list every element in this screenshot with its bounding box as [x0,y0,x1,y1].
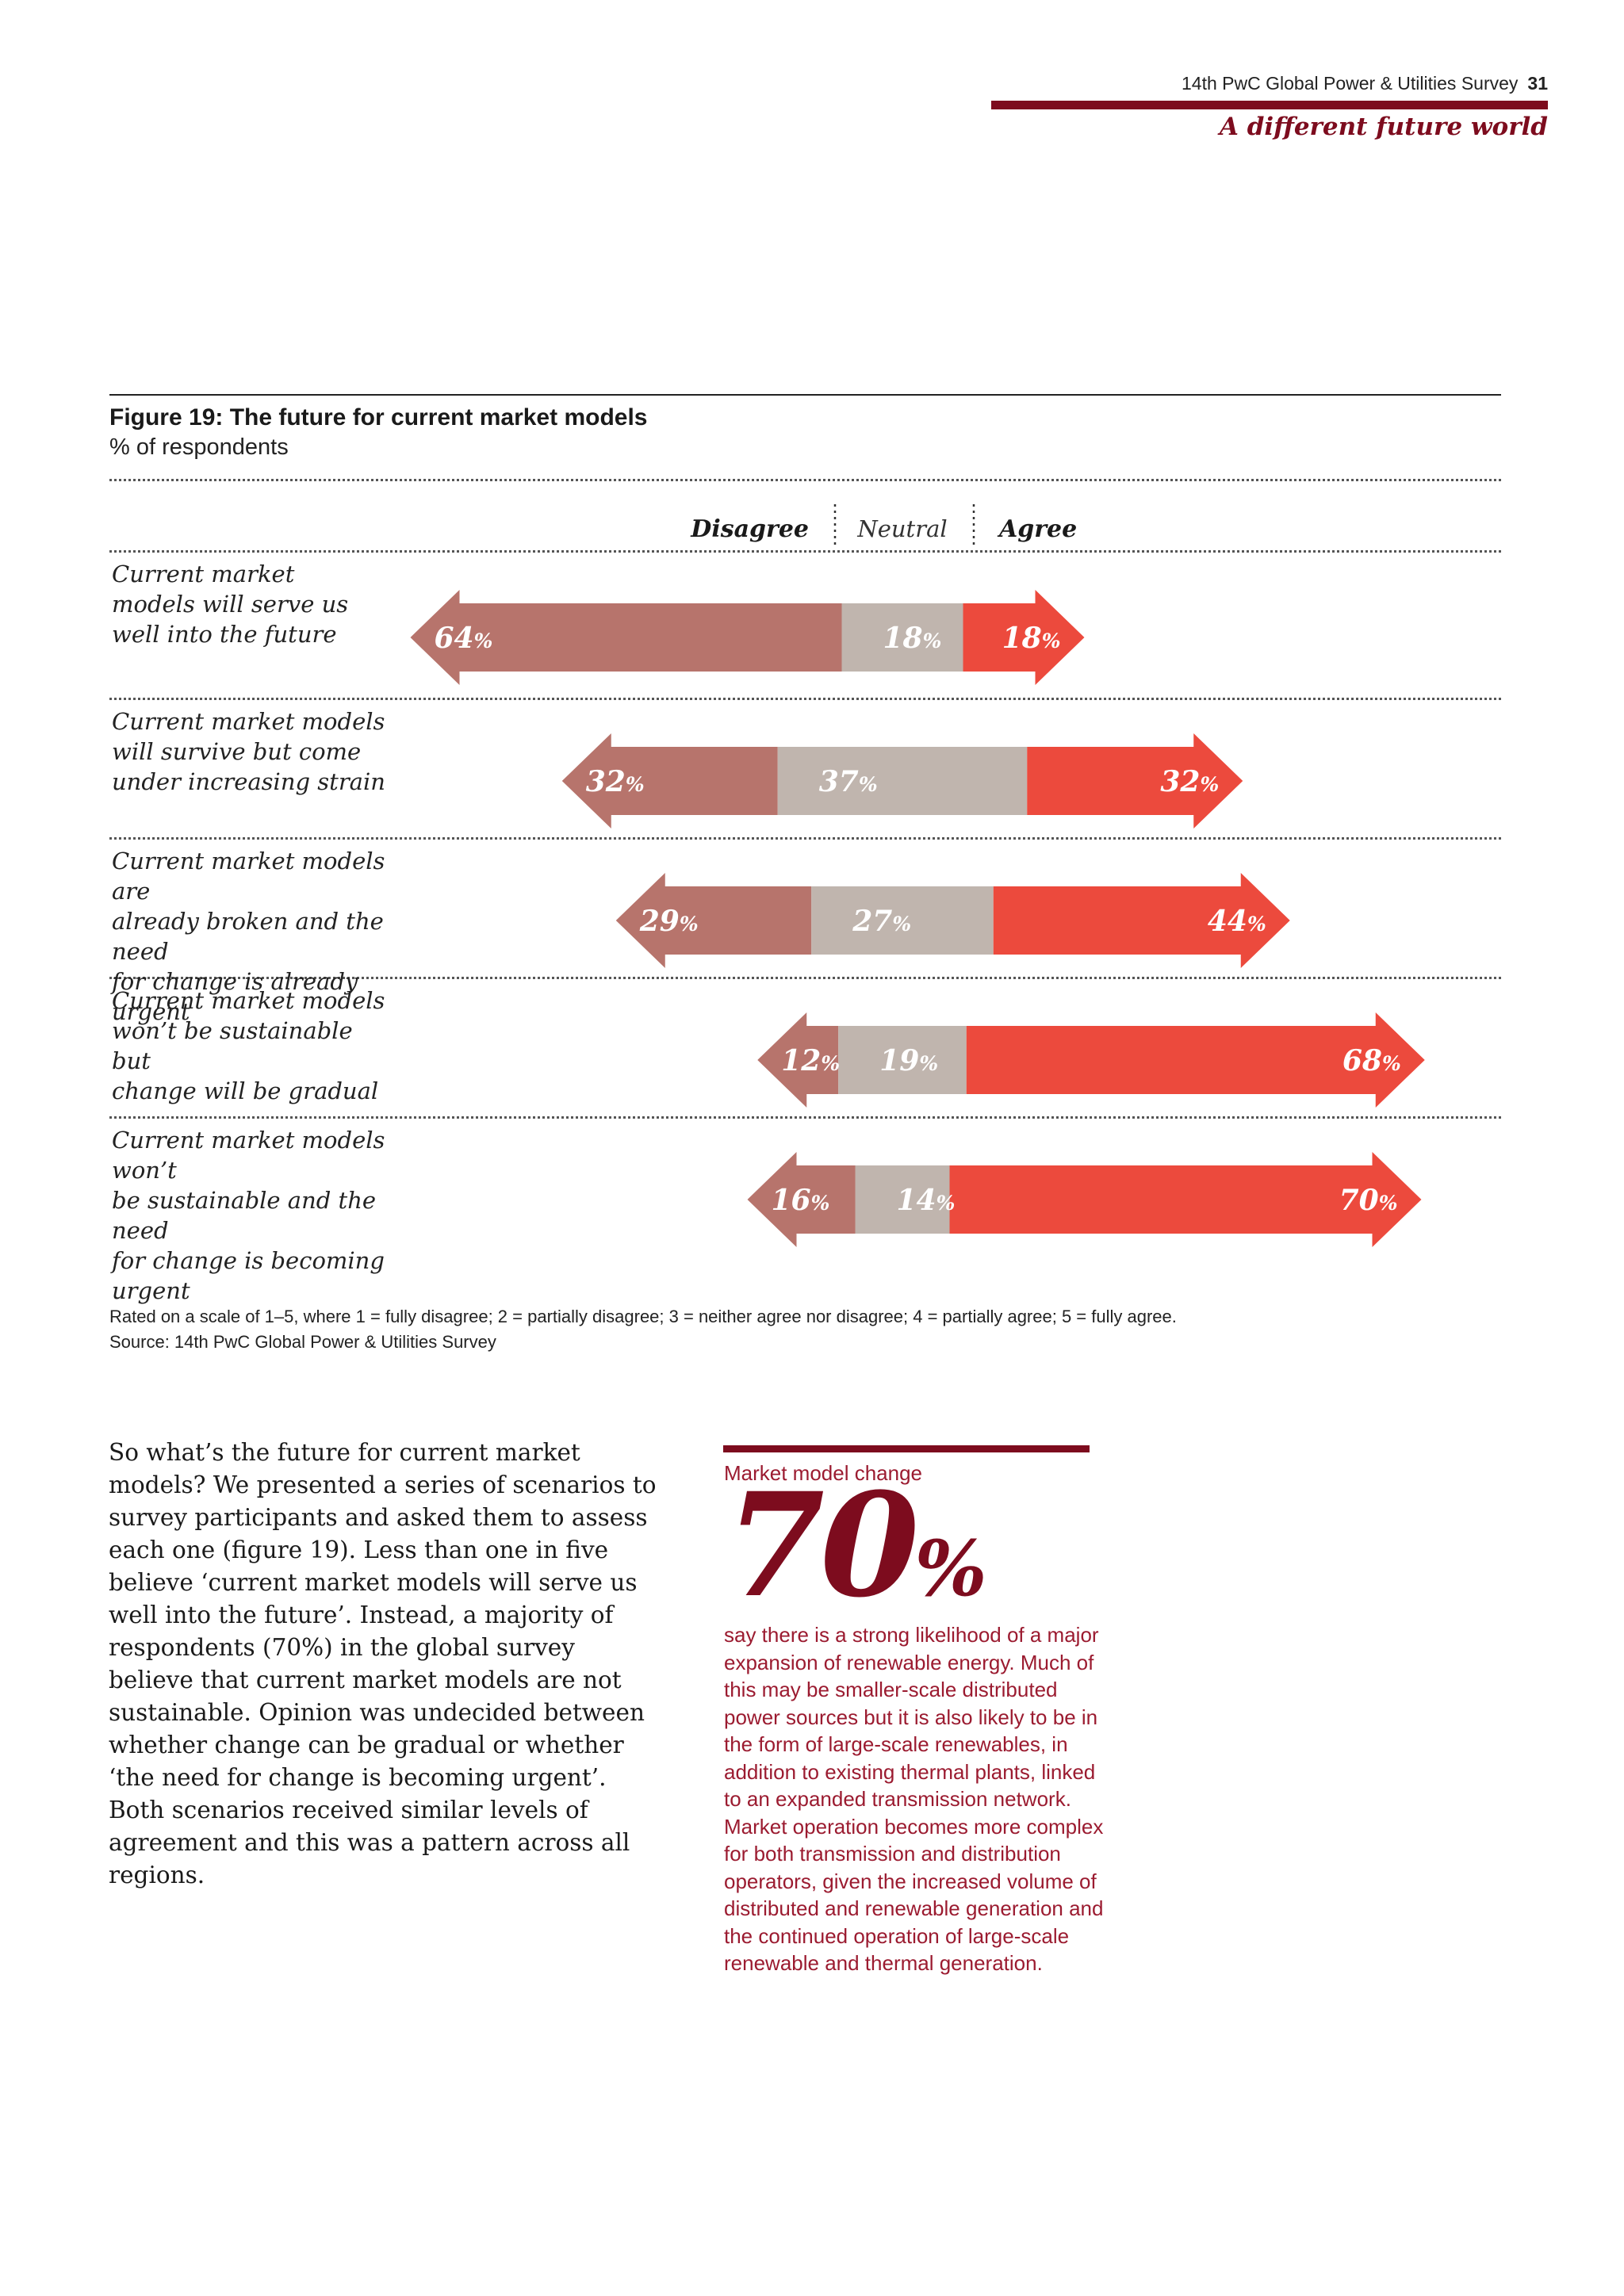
row-label-line: change will be gradual [112,1077,379,1104]
row-label-line: models will serve us [112,591,349,618]
row-label-line: will survive but come [112,738,362,765]
callout-label: Market model change [724,1461,923,1485]
legend-neutral: Neutral [856,515,947,542]
survey-name: 14th PwC Global Power & Utilities Survey [1182,73,1519,94]
bar-neutral [841,603,963,672]
legend-disagree: Disagree [690,515,809,543]
row-label-line: Current market [112,561,295,587]
label-agree: 32% [1160,765,1219,798]
row-label-line: Current market models [112,987,385,1014]
figure-title: Figure 19: The future for current market… [109,404,648,430]
bar-disagree [615,873,812,968]
label-agree: 68% [1342,1044,1401,1077]
row-label: Current market models won’t be sustainabl… [112,985,397,1106]
callout-stat: 70% [726,1475,987,1617]
bar-disagree [757,1012,839,1108]
dotted-separator [109,837,1501,840]
label-agree: 18% [1002,622,1061,655]
bar-agree [966,1012,1425,1108]
dotted-separator [109,698,1501,700]
figure-note: Rated on a scale of 1–5, where 1 = fully… [109,1307,1177,1326]
dotted-separator [109,1116,1501,1119]
row-label-line: already broken and the need [112,908,384,965]
label-neutral: 14% [897,1184,956,1217]
row-label-line: won’t be sustainable but [112,1017,353,1074]
label-agree: 44% [1208,905,1266,938]
row-label-line: Current market models [112,708,385,735]
row-label: Current market models will serve us well i… [112,559,397,649]
figure-source: Source: 14th PwC Global Power & Utilitie… [109,1332,496,1352]
header-rule [991,101,1548,109]
bar-neutral [838,1026,967,1094]
bar-agree [1027,733,1243,828]
dotted-separator [109,550,1501,553]
diverging-bar-chart: Disagree Neutral Agree 64% 18% 18% 32% 37% 32% 29… [410,504,1425,1247]
bar-agree [949,1152,1422,1247]
row-label-line: for change is already urgent [112,968,358,1025]
label-neutral: 37% [819,765,878,798]
running-head: 14th PwC Global Power & Utilities Survey… [1182,73,1548,94]
label-agree: 70% [1339,1184,1398,1217]
bar-agree [993,873,1290,968]
label-disagree: 16% [772,1184,830,1217]
page-number: 31 [1527,73,1548,94]
row-label: Current market models won’t be sustainabl… [112,1125,397,1306]
row-label-line: under increasing strain [112,768,385,795]
bar-disagree [747,1152,856,1247]
dotted-separator [109,977,1501,979]
callout-rule [723,1445,1090,1452]
figure-subtitle: % of respondents [109,434,289,460]
bar-disagree [561,733,778,828]
bar-neutral [811,886,994,955]
row-label-line: Current market models won’t [112,1127,385,1184]
label-disagree: 12% [781,1044,840,1077]
row-label-line: be sustainable and the need [112,1187,377,1244]
body-paragraph: So what’s the future for current market … [109,1439,657,1888]
row-label-line: for change is becoming urgent [112,1247,385,1304]
label-disagree: 29% [639,905,699,938]
bar-neutral [777,747,1028,815]
bar-neutral [855,1165,950,1234]
label-neutral: 27% [852,905,911,938]
row-label-line: well into the future [112,621,337,648]
dotted-separator [109,479,1501,481]
bar-agree [963,590,1085,685]
callout-value: 70 [726,1462,919,1629]
label-disagree: 64% [435,622,493,655]
callout-unit: % [914,1524,987,1613]
bar-disagree [410,590,842,685]
callout-text: say there is a strong likelihood of a ma… [724,1623,1104,1975]
label-neutral: 18% [883,622,942,655]
section-title: A different future world [1219,113,1548,141]
label-neutral: 19% [879,1044,938,1077]
figure-top-rule [109,394,1501,396]
legend-agree: Agree [997,515,1077,543]
row-label-line: Current market models are [112,848,385,905]
row-label: Current market models will survive but co… [112,706,397,797]
label-disagree: 32% [586,765,645,798]
row-label: Current market models are already broken … [112,846,397,1027]
